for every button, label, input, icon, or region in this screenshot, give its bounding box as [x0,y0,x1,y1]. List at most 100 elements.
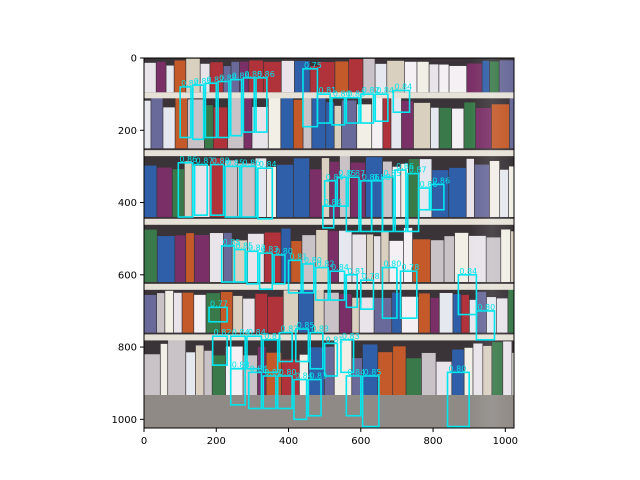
detection-score-label: 0.87 [196,157,214,166]
product-item [276,164,294,217]
product-item [303,98,312,149]
detection-score-label: 0.85 [194,77,212,86]
product-item [310,65,318,93]
shelf-edge [144,334,514,341]
y-tick-label: 600 [118,270,137,281]
detection-score-label: 0.83 [342,332,360,341]
product-item [194,294,206,333]
detection-box [191,84,205,141]
product-item [186,58,200,93]
y-axis: 0 200 400 600 800 1000 [112,54,144,426]
floor [144,395,514,428]
detection-score-label: 0.83 [309,372,327,381]
detection-score-label: 0.81 [264,332,282,341]
x-tick-label: 200 [207,436,226,447]
product-item [372,96,383,149]
detection-score-label: 0.84 [232,328,250,337]
product-item [338,230,352,283]
product-item [283,290,299,333]
detection-score-label: 0.82 [214,328,232,337]
detection-score-label: 0.80 [275,247,293,256]
product-item [244,96,252,149]
product-item [232,240,248,283]
shelf-edge [144,92,514,99]
detection-score-label: 0.88 [219,73,237,82]
product-item [453,294,461,333]
detection-box [177,161,194,218]
product-item [326,102,334,149]
product-item [341,100,357,149]
detection-box [331,96,346,126]
detection-box [359,93,375,124]
product-item [175,97,188,149]
detection-score-label: 0.80 [333,90,351,99]
detection-score-label: 0.82 [317,260,335,269]
detection-score-label: 0.83 [232,361,250,370]
product-item [391,96,402,149]
detection-box [229,367,246,406]
product-item [375,63,387,93]
detection-box [329,270,346,301]
product-item [175,235,186,283]
shelf-edge [144,218,514,225]
detection-box [258,252,274,291]
product-item [302,235,316,283]
detection-score-label: 0.87 [347,169,365,178]
shelf-photo: 0.840.850.870.880.860.850.860.750.810.80… [144,58,514,428]
product-item [387,60,404,93]
detection-box [240,165,257,218]
product-item [310,169,322,217]
product-item [464,102,476,149]
product-item [144,229,157,283]
detection-box [233,248,246,283]
product-item [165,290,174,333]
product-item [389,240,404,283]
detection-score-label: 0.88 [373,173,391,182]
detection-box [208,306,228,323]
product-item [293,158,310,217]
detection-score-label: 0.84 [394,83,412,92]
detection-box [361,375,380,428]
product-item [454,232,469,283]
detection-box [217,80,230,139]
x-tick-label: 400 [279,436,298,447]
product-item [281,60,295,93]
product-item [233,295,243,333]
detection-box [179,86,192,139]
detection-score-label: 0.83 [311,325,329,334]
detection-box [224,165,241,218]
product-item [401,296,419,333]
detection-score-label: 0.83 [261,245,279,254]
product-item [403,227,413,283]
axes-frame [143,57,515,429]
detection-box [255,77,268,133]
detection-score-label: 0.86 [432,176,450,185]
product-item [182,292,194,333]
detection-score-label: 0.78 [362,272,380,281]
product-item [156,61,166,93]
detection-score-label: 0.77 [210,299,228,308]
product-item [210,158,225,217]
detection-box [457,273,478,316]
product-item [381,231,389,283]
product-item [206,293,221,333]
detection-score-label: 0.86 [362,173,380,182]
detection-score-label: 0.85 [244,70,262,79]
detection-score-label: 0.86 [232,72,250,81]
product-item [163,107,175,149]
detection-box [246,250,259,285]
product-item [268,96,281,149]
detection-box [430,183,445,211]
detection-score-label: 0.85 [364,368,382,377]
product-item [408,159,419,217]
product-item [314,289,324,333]
detection-box [340,339,355,374]
product-item [318,62,335,93]
product-item [352,234,367,283]
product-item [418,293,430,333]
detection-score-label: 0.85 [223,238,241,247]
x-tick-label: 800 [424,436,443,447]
product-item [192,165,210,217]
detection-score-label: 0.80 [477,303,495,312]
